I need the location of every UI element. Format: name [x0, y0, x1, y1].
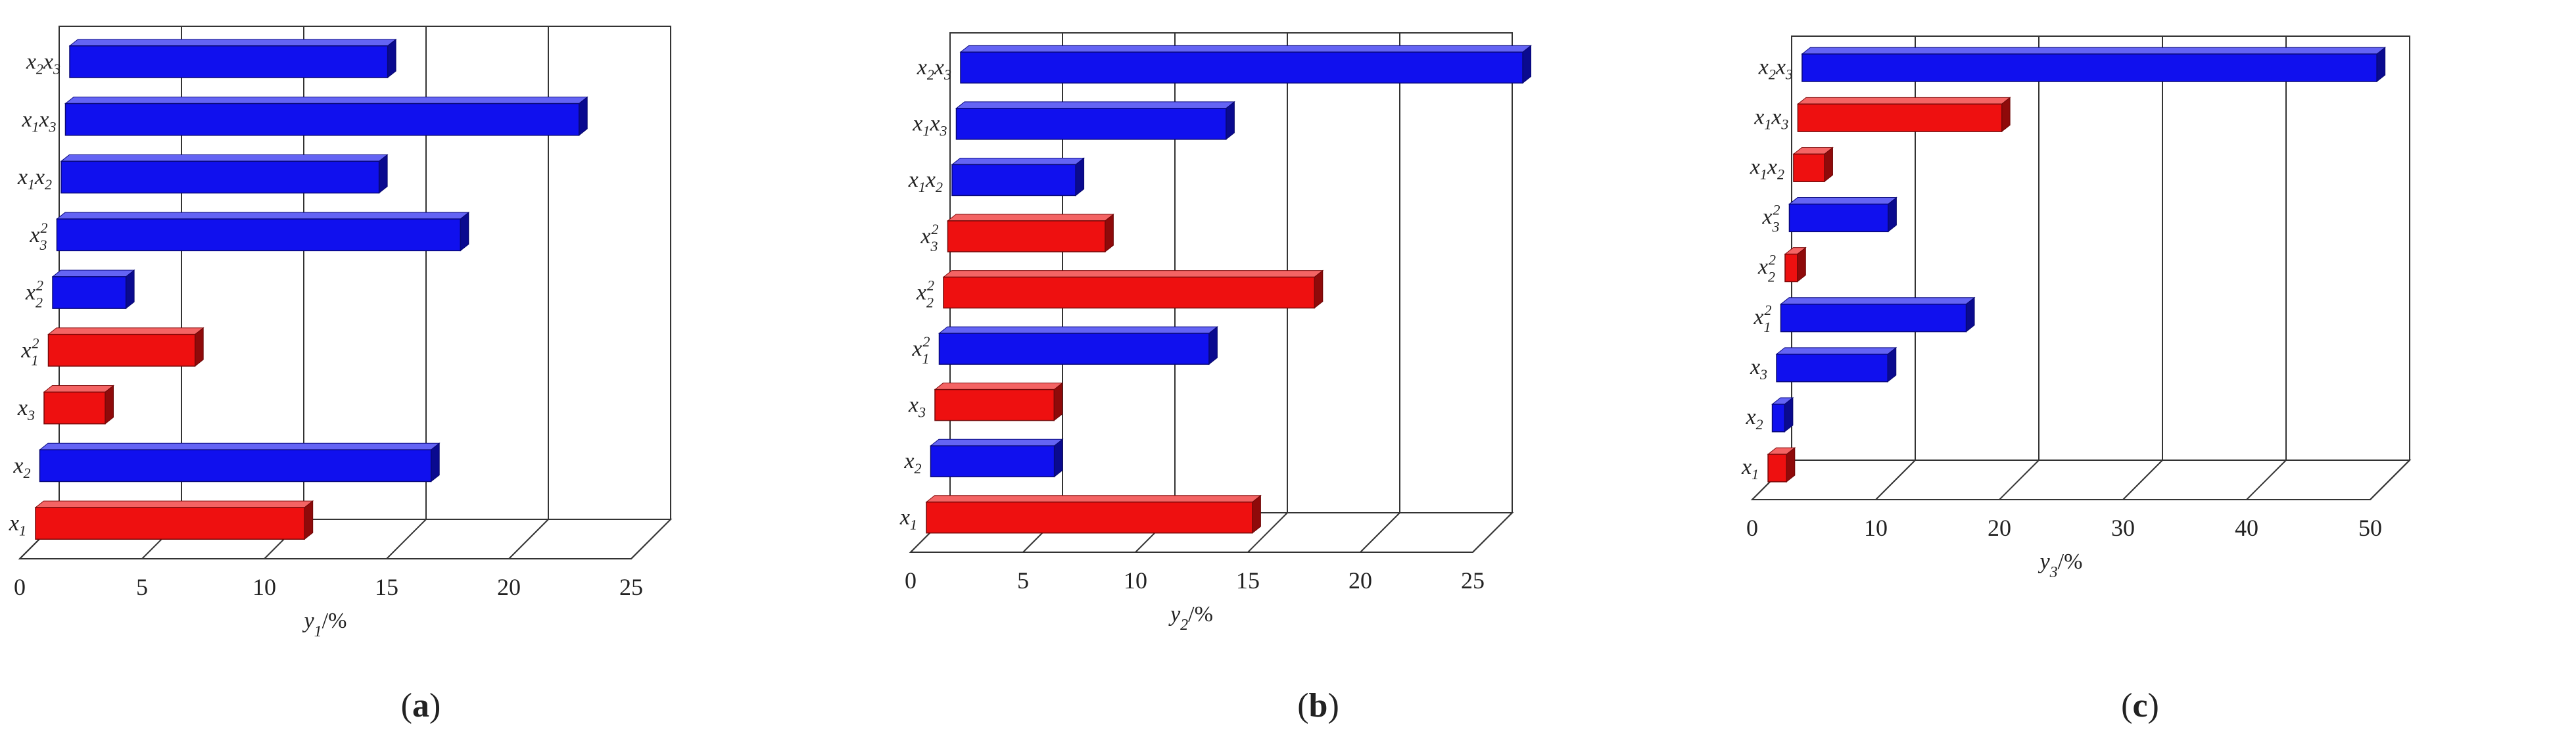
bar — [1792, 147, 1834, 183]
y-category-label: x1 — [899, 506, 917, 533]
x-axis-title: y3/% — [2038, 550, 2083, 581]
bar — [1771, 396, 1794, 433]
y-category-label: x2 3 — [1761, 202, 1780, 235]
floor-gridline — [2122, 460, 2163, 500]
bar — [925, 494, 1262, 534]
bar — [1788, 197, 1897, 233]
x-tick-label: 40 — [2235, 515, 2258, 541]
panel-caption: (a) — [401, 687, 441, 724]
bar — [34, 500, 314, 540]
y-category-label: x1 — [1741, 455, 1759, 483]
y-category-label: x2 3 — [920, 221, 938, 254]
x-tick-label: 0 — [1746, 515, 1758, 541]
plot-floor — [1750, 460, 2412, 500]
x-tick-label: 10 — [1864, 515, 1888, 541]
x-axis-title: y2/% — [1168, 602, 1213, 634]
x-tick-label: 5 — [136, 574, 148, 600]
x-tick-label: 20 — [1988, 515, 2011, 541]
y-category-label: x2 3 — [29, 220, 47, 253]
y-category-label: x1x2 — [908, 168, 943, 195]
bar — [955, 101, 1235, 140]
bar — [934, 382, 1064, 421]
x-axis-title: y1/% — [302, 609, 347, 640]
y-category-label: x1 — [9, 511, 26, 539]
y-category-label: x2 — [903, 449, 921, 477]
bar — [1780, 296, 1976, 333]
x-tick-label: 15 — [1236, 567, 1260, 594]
floor-gridline — [2370, 460, 2410, 500]
bar — [1784, 247, 1807, 283]
bar — [51, 269, 135, 310]
x-tick-label: 25 — [1461, 567, 1485, 594]
y-category-label: x1x3 — [21, 107, 56, 135]
x-tick-label: 25 — [619, 574, 643, 600]
bar — [1775, 346, 1897, 383]
y-category-label: x2 2 — [1757, 252, 1776, 285]
x-tick-label: 15 — [375, 574, 398, 600]
y-category-label: x1x3 — [912, 112, 947, 139]
y-category-label: x2 1 — [911, 333, 930, 367]
bar — [47, 327, 204, 367]
bar — [942, 270, 1324, 309]
y-category-label: x2 — [12, 454, 30, 481]
floor-gridline — [1360, 512, 1400, 553]
y-category-label: x1x2 — [17, 165, 52, 193]
y-category-label: x2 2 — [25, 277, 43, 311]
x-tick-label: 10 — [1124, 567, 1147, 594]
floor-gridline — [1472, 512, 1513, 553]
bar — [947, 213, 1114, 253]
floor-gridline — [508, 519, 549, 559]
bar — [43, 385, 114, 425]
bar — [64, 96, 588, 136]
y-category-label: x2x3 — [917, 55, 951, 83]
panel-caption: (b) — [1297, 687, 1339, 724]
floor-gridline — [2246, 460, 2287, 500]
bar — [930, 438, 1064, 478]
y-category-label: x2 1 — [1753, 302, 1771, 335]
bar — [56, 212, 470, 252]
bar — [959, 45, 1532, 84]
y-category-label: x3 — [908, 392, 926, 420]
bar — [1767, 447, 1796, 483]
panel-caption: (c) — [2121, 687, 2159, 724]
bar — [1796, 97, 2011, 133]
floor-gridline — [386, 519, 427, 559]
y-category-label: x3 — [1750, 355, 1767, 383]
bar — [938, 326, 1218, 366]
floor-gridline — [1247, 512, 1288, 553]
floor-gridline — [1875, 460, 1916, 500]
x-tick-label: 5 — [1017, 567, 1029, 594]
x-tick-label: 0 — [905, 567, 917, 594]
x-tick-label: 30 — [2111, 515, 2135, 541]
y-category-label: x2 1 — [20, 335, 39, 368]
x-tick-label: 50 — [2358, 515, 2382, 541]
bar — [68, 38, 397, 79]
floor-gridline — [1999, 460, 2039, 500]
bar — [39, 442, 441, 483]
y-category-label: x2 2 — [916, 277, 934, 310]
x-tick-label: 10 — [252, 574, 276, 600]
x-tick-label: 0 — [14, 574, 26, 600]
x-tick-label: 20 — [497, 574, 521, 600]
bar — [60, 154, 389, 194]
y-category-label: x1x3 — [1753, 105, 1788, 132]
x-tick-label: 20 — [1348, 567, 1372, 594]
y-category-label: x2x3 — [26, 50, 60, 78]
y-category-label: x1x2 — [1750, 154, 1784, 182]
y-category-label: x2x3 — [1758, 55, 1793, 82]
floor-gridline — [631, 519, 671, 559]
bar — [951, 157, 1085, 197]
y-category-label: x2 — [1745, 405, 1763, 433]
y-category-label: x3 — [17, 396, 35, 423]
bar — [1801, 47, 2387, 83]
